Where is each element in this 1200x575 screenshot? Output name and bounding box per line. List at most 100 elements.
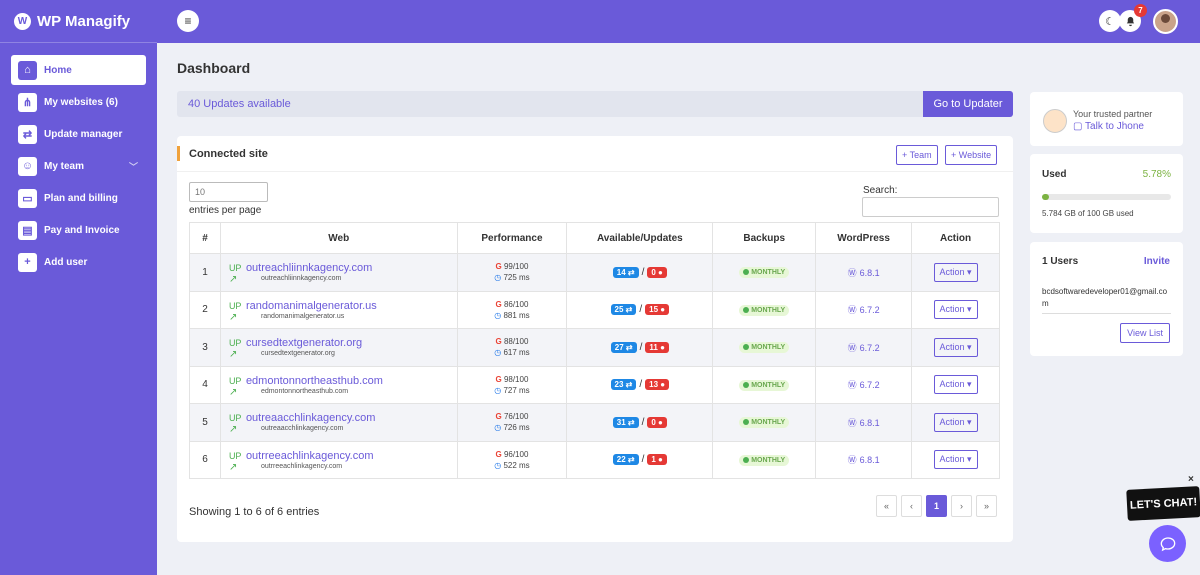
wordpress-icon: Ⓦ	[847, 417, 857, 428]
updates-badge[interactable]: 1 ●	[647, 454, 667, 466]
first-page-button[interactable]: «	[876, 495, 897, 517]
storage-progress-fill	[1042, 194, 1050, 200]
wordpress-version: 6.8.1	[859, 267, 880, 278]
page-1-button[interactable]: 1	[926, 495, 947, 517]
search-input[interactable]	[862, 197, 999, 217]
divider: /	[639, 341, 643, 353]
site-link[interactable]: outrreeachlinkagency.com	[245, 449, 374, 462]
sidebar-item-plan-billing[interactable]: ▭ Plan and billing	[11, 183, 146, 213]
updates-badge[interactable]: 0 ●	[647, 416, 667, 428]
updates-badge[interactable]: 13 ●	[645, 379, 670, 391]
notification-badge: 7	[1134, 4, 1147, 17]
sidebar-item-pay-invoice[interactable]: ▤ Pay and Invoice	[11, 215, 146, 245]
last-page-button[interactable]: »	[976, 495, 997, 517]
column-header[interactable]: Action	[911, 222, 1000, 254]
action-dropdown-button[interactable]: Action ▾	[933, 450, 978, 470]
menu-toggle-icon[interactable]: ≡	[177, 10, 199, 32]
clock-icon: ◷	[494, 460, 502, 470]
available-badge[interactable]: 25 ⇄	[610, 304, 637, 316]
divider: /	[639, 304, 643, 316]
wordpress-cell: Ⓦ 6.8.1	[815, 440, 913, 479]
add-website-button[interactable]: + Website	[945, 145, 998, 165]
backup-frequency: MONTHLY	[751, 306, 786, 314]
wordpress-version: 6.8.1	[859, 455, 880, 466]
column-header[interactable]: Web	[219, 222, 458, 254]
clock-icon: ◷	[494, 348, 502, 358]
user-email: bcdsoftwaredeveloper01@gmail.com	[1042, 286, 1171, 314]
next-page-button[interactable]: ›	[951, 495, 972, 517]
sidebar-item-my-websites[interactable]: ⋔ My websites (6)	[11, 87, 146, 117]
performance-cell: G 98/100 ◷ 727 ms	[456, 365, 568, 404]
entries-length-label: entries per page	[189, 205, 262, 216]
column-header[interactable]: #	[189, 222, 221, 254]
chat-icon	[1160, 536, 1175, 551]
site-link[interactable]: outreaacchlinkagency.com	[245, 412, 376, 424]
wordpress-icon: Ⓦ	[847, 342, 857, 353]
action-dropdown-button[interactable]: Action ▾	[933, 412, 978, 432]
updates-cell: 25 ⇄/15 ●	[566, 290, 714, 329]
dark-mode-icon[interactable]: ☾	[1099, 10, 1121, 32]
bell-icon[interactable]: 7	[1119, 4, 1147, 32]
close-icon[interactable]: ×	[1188, 474, 1194, 485]
available-badge[interactable]: 22 ⇄	[612, 454, 639, 466]
site-link[interactable]: outreachliinnkagency.com	[245, 262, 373, 274]
status-up-badge: UP	[228, 413, 242, 423]
backups-cell: MONTHLY	[712, 403, 817, 442]
available-badge[interactable]: 27 ⇄	[610, 341, 637, 353]
available-count: 25	[614, 305, 624, 315]
view-list-button[interactable]: View List	[1120, 323, 1170, 343]
partner-link-label: Talk to Jhone	[1085, 121, 1144, 132]
available-badge[interactable]: 31 ⇄	[612, 416, 639, 428]
sidebar-item-my-team[interactable]: ☺ My team ﹀	[11, 151, 146, 181]
available-badge[interactable]: 14 ⇄	[612, 266, 639, 278]
updates-badge[interactable]: 15 ●	[645, 304, 670, 316]
action-dropdown-button[interactable]: Action ▾	[933, 375, 978, 395]
status-up-badge: UP	[228, 450, 242, 461]
available-badge[interactable]: 23 ⇄	[610, 379, 637, 391]
sidebar-item-update-manager[interactable]: ⇄ Update manager	[11, 119, 146, 149]
wp-logo-icon: W	[14, 12, 31, 30]
wordpress-version: 6.7.2	[859, 380, 880, 391]
action-cell: Action ▾	[911, 328, 1000, 367]
updates-count: 13	[649, 380, 659, 390]
action-cell: Action ▾	[911, 403, 1000, 442]
talk-to-partner-link[interactable]: ▢ Talk to Jhone	[1073, 121, 1144, 132]
go-to-updater-button[interactable]: Go to Updater	[923, 91, 1013, 117]
storage-progress-bar	[1042, 194, 1171, 200]
connected-site-card: Connected site + Team + Website 10 entri…	[177, 136, 1013, 542]
status-dot	[743, 306, 750, 313]
column-header[interactable]: Backups	[712, 222, 817, 254]
status-up-badge: UP	[228, 263, 242, 273]
add-team-button[interactable]: + Team	[896, 145, 938, 165]
site-link[interactable]: cursedtextgenerator.org	[245, 337, 363, 349]
column-header[interactable]: Available/Updates	[566, 222, 714, 254]
avatar[interactable]	[1153, 9, 1178, 34]
entries-length-input[interactable]: 10	[189, 182, 268, 202]
exchange-icon: ⇄	[18, 124, 37, 144]
bell-glyph-icon	[1126, 16, 1134, 26]
sidebar-item-add-user[interactable]: + Add user	[11, 247, 146, 277]
available-count: 22	[616, 455, 626, 465]
sidebar-item-home[interactable]: ⌂ Home	[11, 55, 146, 85]
chat-bubble-button[interactable]	[1149, 525, 1186, 562]
site-link[interactable]: randomanimalgenerator.us	[245, 299, 377, 312]
table-row: 4 UP ↗ edmontonnortheasthub.com edmonton…	[189, 365, 1000, 404]
lets-chat-label[interactable]: LET'S CHAT!	[1126, 486, 1200, 521]
backup-badge: MONTHLY	[739, 304, 790, 316]
site-subdomain: outreaacchlinkagency.com	[260, 425, 344, 432]
updates-badge[interactable]: 0 ●	[647, 266, 667, 278]
prev-page-button[interactable]: ‹	[901, 495, 922, 517]
brand-name: WP Managify	[37, 12, 131, 30]
site-link[interactable]: edmontonnortheasthub.com	[245, 374, 383, 387]
column-header[interactable]: WordPress	[815, 222, 913, 254]
column-header[interactable]: Performance	[456, 222, 568, 254]
action-cell: Action ▾	[911, 440, 1000, 479]
brand[interactable]: W WP Managify	[0, 0, 157, 43]
action-dropdown-button[interactable]: Action ▾	[933, 262, 978, 282]
partner-panel: Your trusted partner ▢ Talk to Jhone	[1030, 92, 1183, 146]
invite-link[interactable]: Invite	[1143, 256, 1170, 267]
updates-badge[interactable]: 11 ●	[645, 341, 669, 353]
wordpress-icon: Ⓦ	[847, 380, 857, 391]
action-dropdown-button[interactable]: Action ▾	[933, 300, 978, 320]
action-dropdown-button[interactable]: Action ▾	[933, 337, 978, 357]
